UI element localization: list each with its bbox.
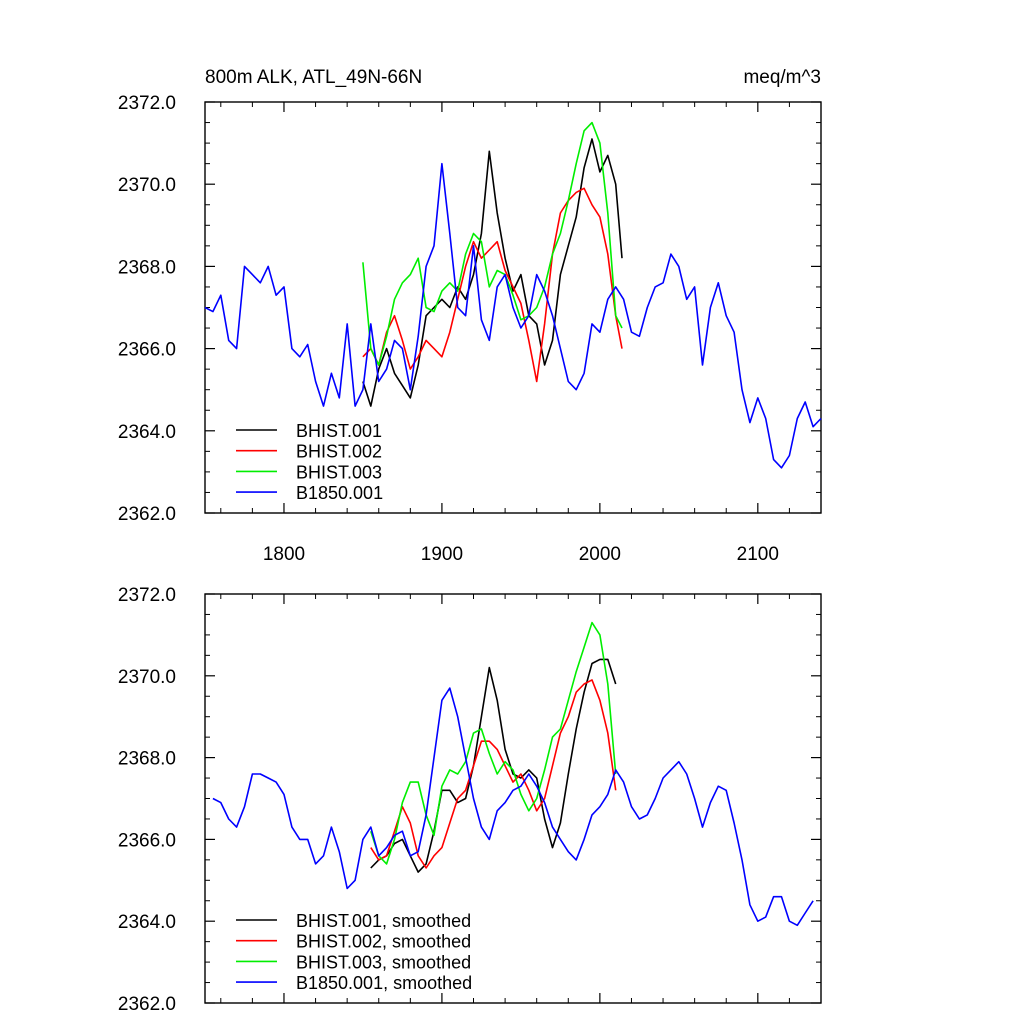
top-y-tick-label: 2366.0 bbox=[118, 340, 176, 361]
top-panel: 2362.0 2364.0 2366.0 2368.0 2370.0 2372.0 1800… bbox=[118, 93, 822, 565]
top-series-line-bhist-002 bbox=[362, 187, 623, 383]
bottom-y-tick-label: 2364.0 bbox=[118, 912, 176, 933]
top-series-line-bhist-003 bbox=[362, 121, 623, 366]
bottom-legend-label: BHIST.003, smoothed bbox=[296, 952, 471, 972]
bottom-y-tick-label: 2366.0 bbox=[118, 830, 176, 851]
bottom-legend-label: BHIST.002, smoothed bbox=[296, 932, 471, 952]
top-x-tick-label: 2000 bbox=[579, 544, 621, 565]
bottom-y-tick-label: 2372.0 bbox=[118, 585, 176, 606]
chart-title: 800m ALK, ATL_49N-66N bbox=[205, 67, 422, 88]
bottom-y-tick-label: 2368.0 bbox=[118, 749, 176, 770]
bottom-legend-label: B1850.001, smoothed bbox=[296, 973, 472, 993]
bottom-panel: 2362.0 2364.0 2366.0 2368.0 2370.0 2372.0 BHIS… bbox=[118, 585, 822, 1015]
units-label: meq/m^3 bbox=[743, 67, 821, 88]
top-y-tick-label: 2372.0 bbox=[118, 93, 176, 114]
top-x-tick-label: 1900 bbox=[421, 544, 463, 565]
bottom-y-tick-label: 2362.0 bbox=[118, 994, 176, 1015]
top-legend-label: BHIST.001 bbox=[296, 421, 382, 441]
top-legend-label: BHIST.003 bbox=[296, 462, 382, 482]
top-y-tick-label: 2370.0 bbox=[118, 175, 176, 196]
top-x-tick-label: 1800 bbox=[263, 544, 305, 565]
top-y-tick-label: 2362.0 bbox=[118, 504, 176, 525]
top-y-tick-label: 2368.0 bbox=[118, 257, 176, 278]
bottom-y-tick-label: 2370.0 bbox=[118, 667, 176, 688]
top-legend-label: BHIST.002 bbox=[296, 442, 382, 462]
top-y-tick-label: 2364.0 bbox=[118, 422, 176, 443]
bottom-series-line-bhist-002 bbox=[370, 679, 617, 869]
top-series-line-b1850-001 bbox=[204, 162, 822, 469]
bottom-series-line-b1850-001 bbox=[212, 687, 814, 927]
bottom-series-line-bhist-003 bbox=[370, 621, 617, 865]
top-series-line-bhist-001 bbox=[362, 138, 623, 407]
bottom-legend-label: BHIST.001, smoothed bbox=[296, 911, 471, 931]
top-legend-label: B1850.001 bbox=[296, 483, 383, 503]
bottom-series-line-bhist-001 bbox=[370, 658, 617, 873]
top-x-tick-label: 2100 bbox=[737, 544, 779, 565]
